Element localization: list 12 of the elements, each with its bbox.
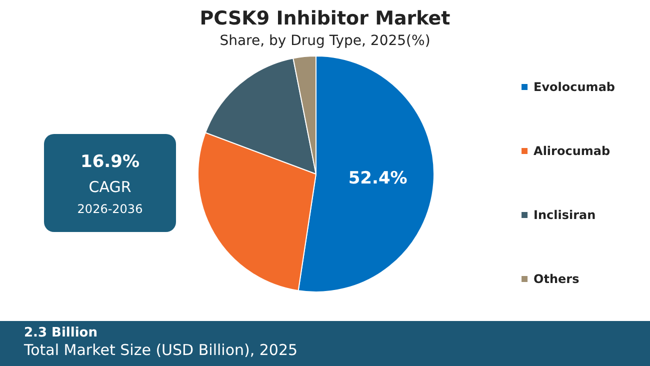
legend-label: Alirocumab — [534, 144, 610, 158]
data-label: 52.4% — [348, 168, 408, 189]
text: 16.9% — [80, 152, 140, 172]
text: 2026-2036 — [77, 202, 143, 216]
chart-subtitle: Share, by Drug Type, 2025(%) — [220, 33, 430, 49]
chart-title: PCSK9 Inhibitor Market — [200, 8, 450, 30]
text: Total Market Size (USD Billion), 2025 — [23, 341, 298, 359]
legend-label: Evolocumab — [534, 80, 616, 94]
text: CAGR — [88, 178, 132, 196]
text: 2.3 Billion — [24, 326, 98, 340]
legend-label: Others — [534, 272, 580, 286]
legend-label: Inclisiran — [534, 208, 596, 222]
